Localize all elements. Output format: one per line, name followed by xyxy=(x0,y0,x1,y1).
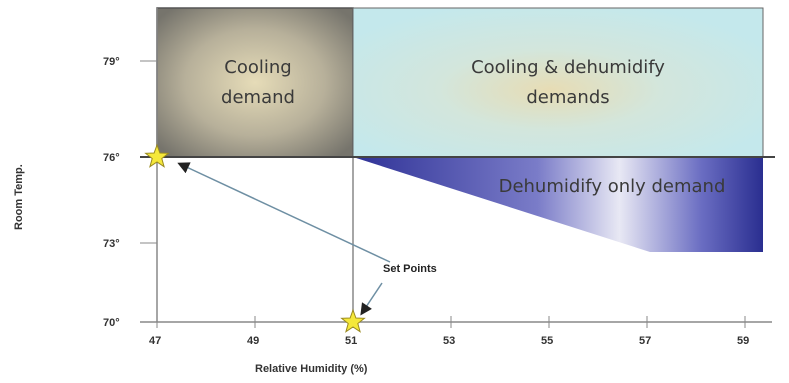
x-tick-label: 55 xyxy=(541,335,553,347)
set-points-callout: Set Points xyxy=(383,263,437,275)
x-tick-label: 51 xyxy=(345,335,357,347)
x-tick-label: 57 xyxy=(639,335,651,347)
x-tick-label: 49 xyxy=(247,335,259,347)
cooling-region-label-line1: Cooling xyxy=(224,57,291,78)
y-tick-label: 70° xyxy=(103,317,120,329)
callout-arrow-to-upper-set-point xyxy=(177,162,391,263)
y-axis-title: Room Temp. xyxy=(13,164,25,230)
dehumidify-only-region xyxy=(353,157,763,252)
dehumidify-only-label: Dehumidify only demand xyxy=(499,176,726,197)
y-tick-label: 79° xyxy=(103,56,120,68)
x-tick-label: 47 xyxy=(149,335,161,347)
callout-arrow-to-lower-set-point xyxy=(360,282,383,316)
set-point-star-icon xyxy=(144,143,170,168)
x-tick-label: 53 xyxy=(443,335,455,347)
cooling-region-label-line2: demand xyxy=(221,87,295,108)
set-point-star-icon xyxy=(340,308,366,333)
y-tick-label: 73° xyxy=(103,238,120,250)
x-axis-title: Relative Humidity (%) xyxy=(255,363,368,375)
x-tick-label: 59 xyxy=(737,335,749,347)
y-tick-label: 76° xyxy=(103,152,120,164)
cooling-dehumidify-region xyxy=(352,7,764,158)
cooling-dehumidify-label-line1: Cooling & dehumidify xyxy=(471,57,665,78)
cooling-region xyxy=(156,7,354,158)
cooling-dehumidify-label-line2: demands xyxy=(526,87,609,108)
